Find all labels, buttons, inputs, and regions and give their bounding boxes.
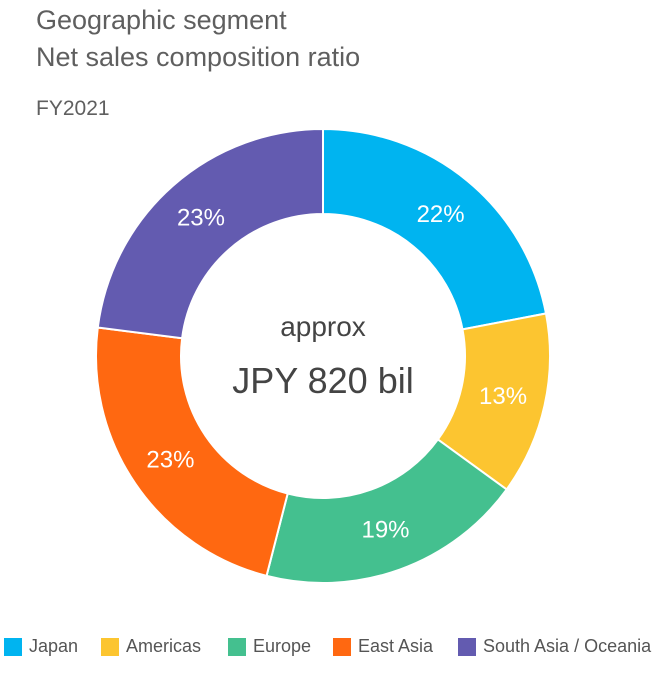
donut-slices [95,127,551,584]
center-label: approx [280,311,366,342]
chart-title-line-1: Geographic segment [36,5,287,35]
donut-slice-labels: 22% 13% 19% 23% 23% [146,201,527,544]
legend-item: Americas [101,636,201,657]
legend-swatch [101,637,119,656]
center-value: JPY 820 bil [232,360,413,401]
slice-label-east-asia: 23% [146,447,194,474]
legend-swatch [4,637,22,656]
slice-label-europe: 19% [361,517,409,544]
legend-label: Japan [29,636,79,656]
slice-label-japan: 22% [417,201,465,228]
slice-east-asia [95,326,289,578]
slice-south-asia-oceania [96,127,324,340]
legend-item: Japan [4,636,78,657]
legend-label: South Asia / Oceania [483,636,652,656]
legend-swatch [228,637,246,656]
legend-swatch [458,637,476,656]
legend-item: East Asia [333,636,433,657]
slice-japan [322,127,548,331]
chart-legend: Japan Americas Europe East Asia South Asia /… [0,636,661,662]
legend-label: Europe [253,636,312,656]
fiscal-year-label: FY2021 [36,97,110,120]
legend-label: East Asia [358,636,434,656]
chart-title-line-2: Net sales composition ratio [36,42,361,72]
donut-chart: 22% 13% 19% 23% 23% approx JPY 820 bil [95,127,551,584]
legend-swatch [333,637,351,656]
legend-label: Americas [126,636,202,656]
legend-item: South Asia / Oceania [458,636,651,657]
slice-label-americas: 13% [479,383,527,410]
slice-label-south-asia-oceania: 23% [177,205,225,232]
legend-item: Europe [228,636,311,657]
